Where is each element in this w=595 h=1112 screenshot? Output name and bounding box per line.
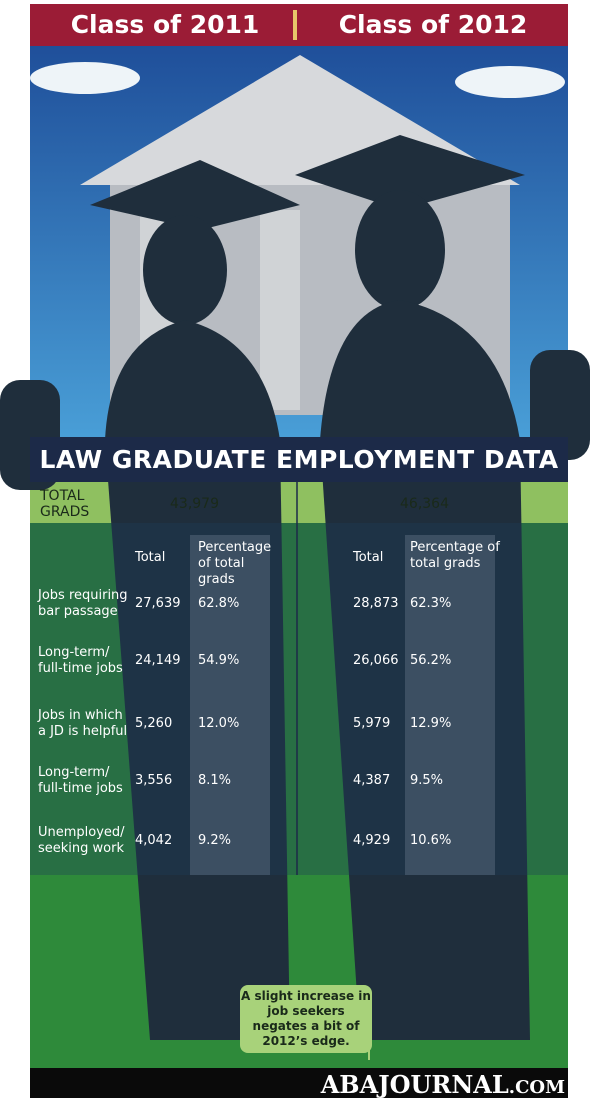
row-value: 26,066 (353, 653, 399, 668)
logo: ABAJOURNAL.COM (321, 1070, 565, 1099)
annotation: A slight increase in job seekers negates… (240, 985, 372, 1053)
row-value: 62.3% (410, 596, 452, 611)
row-value: 4,042 (135, 833, 173, 848)
total-2012: 46,364 (400, 496, 449, 512)
column-header: Total (135, 550, 166, 565)
row-value: 8.1% (198, 773, 232, 788)
column-header: Percentage of total grads (410, 540, 500, 571)
row-value: 4,387 (353, 773, 391, 788)
row-value: 54.9% (198, 653, 240, 668)
row-value: 28,873 (353, 596, 399, 611)
total-label: TOTAL GRADS (40, 488, 90, 520)
header-left: Class of 2011 (70, 10, 260, 39)
logo-suffix: .COM (508, 1077, 565, 1098)
row-value: 12.0% (198, 716, 240, 731)
column-header: Total (353, 550, 384, 565)
row-value: 12.9% (410, 716, 452, 731)
row-value: 3,556 (135, 773, 173, 788)
table-title: LAW GRADUATE EMPLOYMENT DATA (39, 445, 559, 474)
total-2011: 43,979 (170, 496, 219, 512)
row-label: Long-term/ full-time jobs (38, 645, 123, 676)
column-header: Percentage of total grads (198, 540, 272, 587)
logo-main: ABAJOURNAL (320, 1070, 509, 1099)
row-value: 5,260 (135, 716, 173, 731)
row-value: 5,979 (353, 716, 391, 731)
row-label: Jobs in which a JD is helpful (38, 708, 128, 739)
row-label: Unemployed/ seeking work (38, 825, 125, 856)
row-label: Jobs requiring bar passage (38, 588, 128, 619)
row-value: 4,929 (353, 833, 391, 848)
row-value: 9.5% (410, 773, 444, 788)
header-right: Class of 2012 (338, 10, 528, 39)
row-value: 24,149 (135, 653, 181, 668)
row-value: 56.2% (410, 653, 452, 668)
row-value: 27,639 (135, 596, 181, 611)
row-label: Long-term/ full-time jobs (38, 765, 123, 796)
row-value: 9.2% (198, 833, 232, 848)
row-value: 62.8% (198, 596, 240, 611)
row-value: 10.6% (410, 833, 452, 848)
